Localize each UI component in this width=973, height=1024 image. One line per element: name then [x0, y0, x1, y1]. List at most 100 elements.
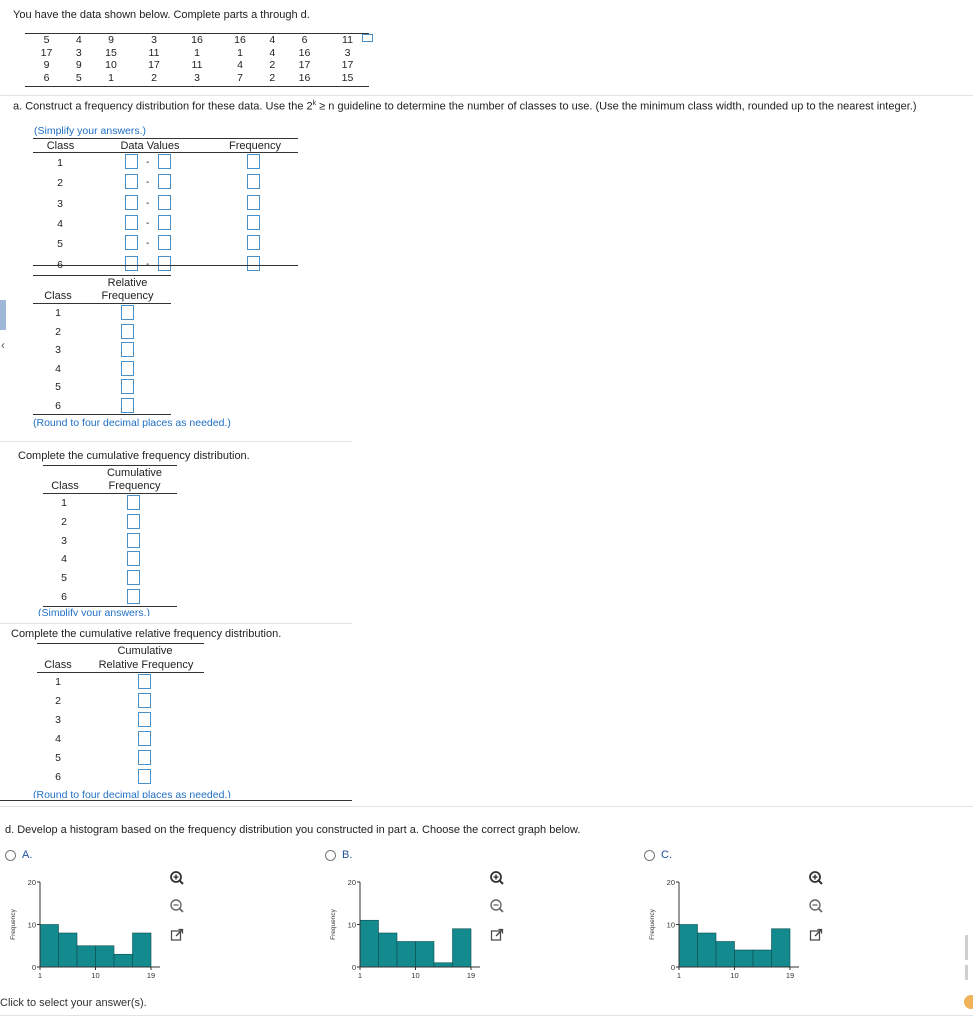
zoom-in-icon[interactable] — [168, 869, 186, 887]
data-value-high-input[interactable] — [158, 174, 171, 189]
frequency-input[interactable] — [247, 256, 260, 271]
data-cell: 9 — [75, 59, 82, 72]
help-icon[interactable] — [964, 995, 973, 1009]
open-in-new-window-icon[interactable] — [168, 926, 186, 944]
rel-table-header-rule — [33, 303, 171, 304]
cumulative-frequency-input[interactable] — [127, 514, 140, 529]
y-tick-label: 10 — [348, 921, 356, 930]
col-frequency-header: Frequency — [229, 140, 281, 152]
histogram-chart[interactable]: 0 10 20 1 10 19 Frequency — [5, 872, 165, 982]
class-number: 4 — [57, 218, 63, 230]
cumulative-prompt: Complete the cumulative frequency distri… — [18, 450, 250, 462]
cumulative-relative-frequency-input[interactable] — [138, 712, 151, 727]
histogram-bar — [433, 962, 453, 968]
histogram-bar — [715, 941, 735, 968]
data-value-low-input[interactable] — [125, 154, 138, 169]
data-value-low-input[interactable] — [125, 235, 138, 250]
relative-frequency-input[interactable] — [121, 342, 134, 357]
histogram-chart[interactable]: 0 10 20 1 10 19 Frequency — [325, 872, 485, 982]
frequency-input[interactable] — [247, 215, 260, 230]
cum-table-bottom-rule — [43, 606, 177, 607]
freq-table-top-rule — [33, 138, 298, 139]
y-tick-label: 0 — [671, 963, 675, 972]
cumulative-frequency-input[interactable] — [127, 589, 140, 604]
frequency-input[interactable] — [247, 154, 260, 169]
histogram-bar — [752, 949, 772, 968]
histogram-bar — [39, 924, 59, 968]
relative-frequency-input[interactable] — [121, 379, 134, 394]
zoom-out-icon[interactable] — [807, 897, 825, 915]
data-table-bottom-rule — [25, 86, 369, 87]
left-arrow-icon[interactable]: ‹ — [1, 338, 5, 352]
option-radio[interactable] — [644, 850, 655, 861]
data-cell: 10 — [105, 59, 117, 72]
option-radio[interactable] — [325, 850, 336, 861]
data-value-high-input[interactable] — [158, 235, 171, 250]
instructions-text: You have the data shown below. Complete … — [13, 9, 310, 21]
class-number: 3 — [55, 344, 61, 356]
click-to-select-text: Click to select your answer(s). — [0, 997, 147, 1009]
zoom-out-icon[interactable] — [168, 897, 186, 915]
cumulative-frequency-input[interactable] — [127, 551, 140, 566]
cumulative-relative-frequency-input[interactable] — [138, 693, 151, 708]
x-tick-label: 10 — [91, 971, 99, 980]
scrollbar-thumb[interactable] — [965, 965, 968, 980]
cumulative-relative-frequency-input[interactable] — [138, 731, 151, 746]
class-number: 4 — [55, 363, 61, 375]
cumulative-relative-frequency-input[interactable] — [138, 674, 151, 689]
rel-header-line2: Frequency — [101, 290, 154, 302]
option-label[interactable]: A. — [22, 849, 33, 861]
zoom-in-icon[interactable] — [488, 869, 506, 887]
y-axis-label: Frequency — [649, 908, 656, 939]
data-cell: 5 — [43, 34, 50, 47]
cumulative-frequency-input[interactable] — [127, 495, 140, 510]
data-value-low-input[interactable] — [125, 195, 138, 210]
data-value-low-input[interactable] — [125, 215, 138, 230]
cumrel-table-header-rule — [37, 672, 204, 673]
open-in-new-window-icon[interactable] — [807, 926, 825, 944]
histogram-chart[interactable]: 0 10 20 1 10 19 Frequency — [644, 872, 804, 982]
x-tick-label: 19 — [147, 971, 155, 980]
y-tick-label: 10 — [667, 921, 675, 930]
cumulative-frequency-input[interactable] — [127, 533, 140, 548]
cumulative-frequency-input[interactable] — [127, 570, 140, 585]
relative-frequency-input[interactable] — [121, 361, 134, 376]
option-label[interactable]: B. — [342, 849, 353, 861]
option-label[interactable]: C. — [661, 849, 672, 861]
relative-frequency-input[interactable] — [121, 305, 134, 320]
frequency-input[interactable] — [247, 195, 260, 210]
data-value-low-input[interactable] — [125, 174, 138, 189]
divider — [0, 806, 973, 807]
data-value-high-input[interactable] — [158, 256, 171, 271]
frequency-input[interactable] — [247, 235, 260, 250]
class-number: 2 — [55, 326, 61, 338]
option-radio[interactable] — [5, 850, 16, 861]
data-value-high-input[interactable] — [158, 195, 171, 210]
cumulative-relative-frequency-input[interactable] — [138, 769, 151, 784]
x-tick-label: 10 — [411, 971, 419, 980]
rel-table-top-rule — [33, 275, 171, 276]
open-in-new-window-icon[interactable] — [488, 926, 506, 944]
relative-frequency-input[interactable] — [121, 398, 134, 413]
zoom-out-icon[interactable] — [488, 897, 506, 915]
x-tick-label: 19 — [786, 971, 794, 980]
class-number: 6 — [61, 591, 67, 603]
side-panel-tab[interactable] — [0, 300, 6, 330]
data-value-high-input[interactable] — [158, 215, 171, 230]
histogram-bar — [58, 932, 78, 968]
col-class-header: Class — [46, 140, 75, 152]
cumulative-relative-frequency-input[interactable] — [138, 750, 151, 765]
data-cell: 16 — [191, 34, 203, 47]
class-number: 2 — [57, 177, 63, 189]
histogram-bar — [396, 941, 416, 968]
zoom-in-icon[interactable] — [807, 869, 825, 887]
frequency-input[interactable] — [247, 174, 260, 189]
relative-frequency-input[interactable] — [121, 324, 134, 339]
scrollbar[interactable] — [965, 935, 968, 960]
y-tick-label: 0 — [352, 963, 356, 972]
data-value-low-input[interactable] — [125, 256, 138, 271]
class-number: 5 — [55, 752, 61, 764]
data-value-high-input[interactable] — [158, 154, 171, 169]
data-cell: 4 — [269, 46, 276, 59]
popout-data-icon[interactable] — [362, 34, 373, 42]
